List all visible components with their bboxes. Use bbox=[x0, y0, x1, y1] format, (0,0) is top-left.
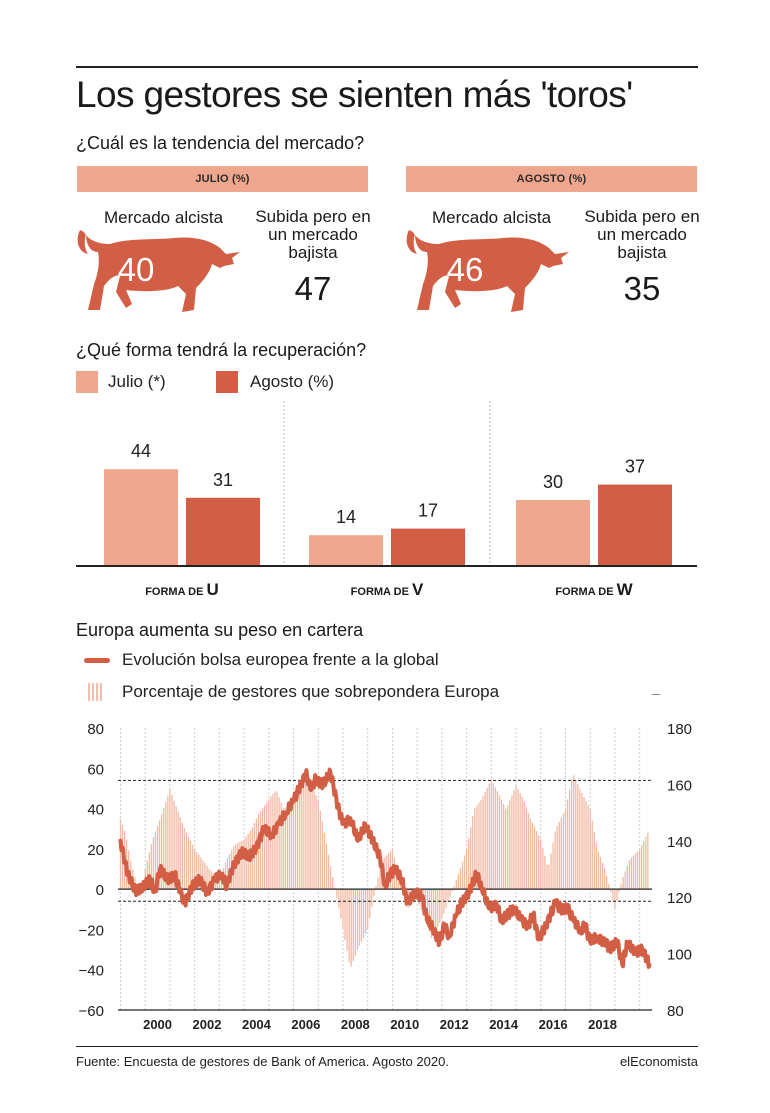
brand-label: elEconomista bbox=[619, 1054, 698, 1069]
top-rule bbox=[76, 66, 698, 68]
y-right-tick-label: 80 bbox=[667, 1003, 684, 1020]
bar-value-label: 30 bbox=[543, 472, 563, 492]
x-tick-label: 2006 bbox=[291, 1017, 320, 1032]
bar-value-label: 14 bbox=[336, 507, 356, 527]
bar bbox=[186, 497, 260, 566]
legend-line-swatch bbox=[84, 658, 110, 663]
x-tick-label: 2018 bbox=[588, 1017, 617, 1032]
bar-value-label: 44 bbox=[131, 441, 151, 461]
y-right-tick-label: 100 bbox=[667, 947, 692, 964]
recovery-bar-chart: 44 31 FORMA DE U 14 17 FORMA DE V 30 37 FORMA DE… bbox=[76, 401, 697, 599]
legend-swatch-august bbox=[216, 371, 238, 393]
x-tick-label: 2010 bbox=[390, 1017, 419, 1032]
y-right-tick-label: 120 bbox=[667, 890, 692, 907]
august-bull-value: 46 bbox=[447, 251, 484, 288]
bar bbox=[391, 528, 465, 566]
recovery-shape-question: ¿Qué forma tendrá la recuperación? bbox=[76, 340, 367, 360]
x-tick-label: 2000 bbox=[143, 1017, 172, 1032]
category-label: FORMA DE U bbox=[145, 580, 219, 599]
europe-line-chart: 80 60 40 20 0 −20 −40 −60 180 160 140 120 100 80 2000 2… bbox=[79, 721, 692, 1032]
legend-swatch-july bbox=[76, 371, 98, 393]
legend-label-bars: Porcentaje de gestores que sobrepondera … bbox=[122, 682, 500, 701]
bar bbox=[516, 500, 590, 566]
y-left-tick-label: −60 bbox=[79, 1003, 104, 1020]
july-bear-label: Subida pero en un mercado bajista bbox=[250, 208, 376, 262]
source-note: Fuente: Encuesta de gestores de Bank of … bbox=[76, 1054, 449, 1069]
august-bear-label-line3: bajista bbox=[617, 243, 667, 262]
legend-label-july: Julio (*) bbox=[108, 372, 166, 391]
y-left-tick-label: 20 bbox=[87, 842, 104, 859]
y-left-tick-label: −20 bbox=[79, 922, 104, 939]
x-tick-label: 2004 bbox=[242, 1017, 272, 1032]
bull-icon: 46 bbox=[406, 230, 569, 312]
page-title: Los gestores se sienten más 'toros' bbox=[76, 74, 633, 115]
y-left-tick-label: 0 bbox=[96, 882, 104, 899]
july-bear-value: 47 bbox=[294, 270, 332, 307]
legend-label-august: Agosto (%) bbox=[250, 372, 335, 391]
x-tick-label: 2002 bbox=[193, 1017, 222, 1032]
legend-label-line: Evolución bolsa europea frente a la glob… bbox=[122, 650, 439, 669]
august-bear-value: 35 bbox=[623, 270, 661, 307]
y-right-tick-label: 180 bbox=[667, 721, 692, 738]
july-bear-label-line2: un mercado bbox=[268, 225, 358, 244]
july-bear-label-line1: Subida pero en bbox=[255, 207, 371, 226]
axis-stub bbox=[652, 694, 660, 695]
august-bear-label: Subida pero en un mercado bajista bbox=[579, 208, 705, 262]
august-bear-label-line1: Subida pero en bbox=[584, 207, 700, 226]
august-bear-label-line2: un mercado bbox=[597, 225, 687, 244]
bar-value-label: 17 bbox=[418, 501, 438, 521]
july-bull-value: 40 bbox=[118, 251, 155, 288]
bar bbox=[598, 484, 672, 566]
x-tick-label: 2012 bbox=[440, 1017, 469, 1032]
europe-vs-global-line bbox=[118, 767, 652, 969]
july-bull-label: Mercado alcista bbox=[104, 208, 224, 227]
y-left-tick-label: 40 bbox=[87, 802, 104, 819]
bar bbox=[309, 535, 383, 566]
category-label: FORMA DE V bbox=[351, 580, 424, 599]
market-trend-question: ¿Cuál es la tendencia del mercado? bbox=[76, 133, 365, 153]
y-left-tick-label: 80 bbox=[87, 721, 104, 738]
legend-bars-swatch bbox=[88, 683, 102, 701]
bar bbox=[104, 469, 178, 566]
category-label: FORMA DE W bbox=[555, 580, 633, 599]
august-bull-label: Mercado alcista bbox=[432, 208, 552, 227]
x-tick-label: 2016 bbox=[539, 1017, 568, 1032]
sentiment-bars bbox=[119, 775, 649, 967]
bar-value-label: 37 bbox=[625, 457, 645, 477]
x-tick-label: 2014 bbox=[489, 1017, 519, 1032]
y-left-tick-label: 60 bbox=[87, 761, 104, 778]
y-right-tick-label: 160 bbox=[667, 777, 692, 794]
y-right-tick-label: 140 bbox=[667, 834, 692, 851]
y-left-tick-label: −40 bbox=[79, 963, 104, 980]
bottom-rule bbox=[76, 1046, 698, 1047]
july-band: JULIO (%) bbox=[77, 166, 368, 192]
x-tick-label: 2008 bbox=[341, 1017, 370, 1032]
august-band: AGOSTO (%) bbox=[406, 166, 697, 192]
europe-weight-question: Europa aumenta su peso en cartera bbox=[76, 620, 364, 640]
bar-value-label: 31 bbox=[213, 470, 233, 490]
july-bear-label-line3: bajista bbox=[288, 243, 338, 262]
bull-icon: 40 bbox=[77, 230, 240, 312]
